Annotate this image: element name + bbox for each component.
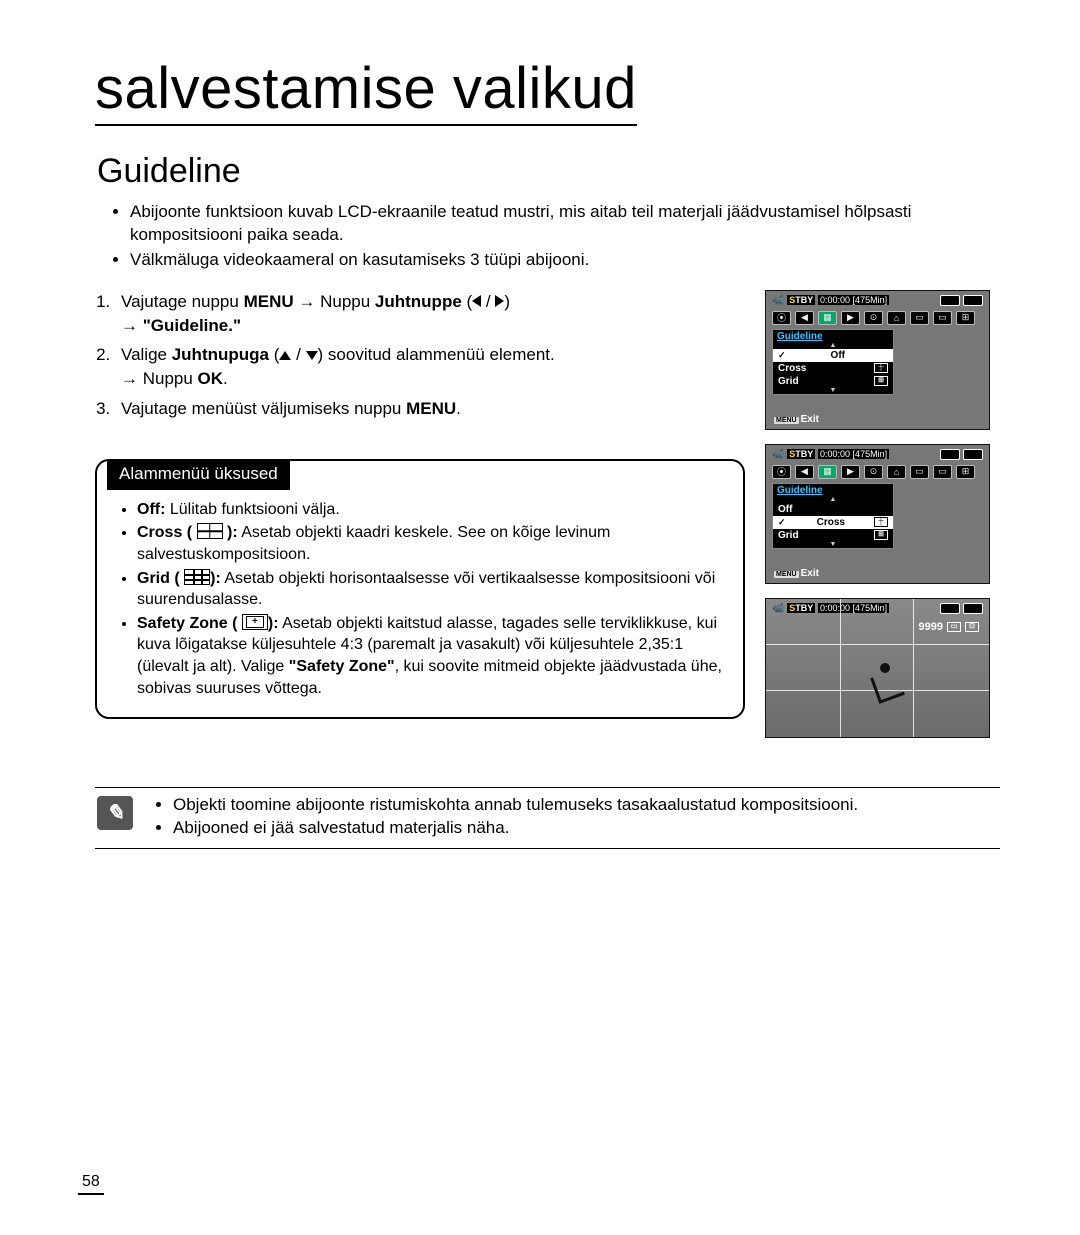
lcd-menu-row-grid: Grid⊞: [773, 375, 893, 388]
note-item: Objekti toomine abijoonte ristumiskohta …: [173, 794, 858, 817]
left-arrow-icon: [472, 295, 481, 307]
intro-list: Abijoonte funktsioon kuvab LCD-ekraanile…: [130, 201, 1000, 272]
subject-silhouette-icon: [866, 663, 906, 703]
up-arrow-icon: [279, 351, 291, 360]
lcd-menu-row-off: Off: [773, 503, 893, 516]
lcd-small-icon: ⦿: [772, 311, 791, 325]
step-3: Vajutage menüüst väljumiseks nuppu MENU.: [115, 397, 745, 421]
page-title: salvestamise valikud: [95, 55, 637, 126]
safety-glyph-icon: [242, 614, 268, 630]
battery-icon: [963, 295, 983, 306]
lcd-screenshot-2: 📹 STBY 0:00:00 [475Min] ⦿ ◀ ▦ ▶ ⊙ ⌂ ▭ ▭ …: [765, 444, 990, 584]
right-arrow-icon: [495, 295, 504, 307]
intro-item: Välkmäluga videokaameral on kasutamiseks…: [130, 249, 1000, 272]
lcd-exit: MENUExit: [774, 414, 819, 425]
down-arrow-icon: [306, 351, 318, 360]
section-title: Guideline: [97, 152, 1000, 191]
grid-glyph-icon: [184, 569, 210, 585]
lcd-menu-row-cross: Cross┼: [773, 516, 893, 529]
submenu-off: Off: Lülitab funktsiooni välja.: [137, 499, 725, 521]
lcd-screenshot-1: 📹 STBY 0:00:00 [475Min] ⦿ ◀ ▦ ▶ ⊙ ⌂ ▭ ▭ …: [765, 290, 990, 430]
submenu-safety: Safety Zone ( ): Asetab objekti kaitstud…: [137, 613, 725, 699]
lcd-menu-row-off: Off: [773, 349, 893, 362]
lcd-screenshot-3: 📹 STBY 0:00:00 [475Min] 9999▭⊡: [765, 598, 990, 738]
lcd-icon-row: ⦿ ◀ ▦ ▶ ⊙ ⌂ ▭ ▭ ⊞: [772, 311, 983, 325]
step-2: Valige Juhtnupuga ( / ) soovitud alammen…: [115, 343, 745, 391]
submenu-grid: Grid ( ): Asetab objekti horisontaalsess…: [137, 568, 725, 611]
steps-list: Vajutage nuppu MENU → Nuppu Juhtnuppe ( …: [115, 290, 745, 421]
cross-glyph-icon: [197, 523, 223, 539]
submenu-cross: Cross ( ): Asetab objekti kaadri keskele…: [137, 522, 725, 565]
page-number: 58: [78, 1173, 104, 1195]
lcd-menu-row-cross: Cross┼: [773, 362, 893, 375]
intro-item: Abijoonte funktsioon kuvab LCD-ekraanile…: [130, 201, 1000, 247]
lcd-menu-panel: Guideline ▲ Off Cross┼ Grid⊞ ▼: [772, 329, 894, 395]
submenu-heading: Alammenüü üksused: [107, 460, 290, 490]
camcorder-icon: 📹: [772, 295, 784, 306]
note-box: ✎ Objekti toomine abijoonte ristumiskoht…: [95, 787, 1000, 849]
note-item: Abijooned ei jää salvestatud materjalis …: [173, 817, 858, 840]
step-1: Vajutage nuppu MENU → Nuppu Juhtnuppe ( …: [115, 290, 745, 338]
card-icon: [940, 295, 960, 306]
note-icon: ✎: [97, 796, 133, 830]
submenu-box: Alammenüü üksused Off: Lülitab funktsioo…: [95, 459, 745, 719]
lcd-menu-row-grid: Grid⊞: [773, 529, 893, 542]
